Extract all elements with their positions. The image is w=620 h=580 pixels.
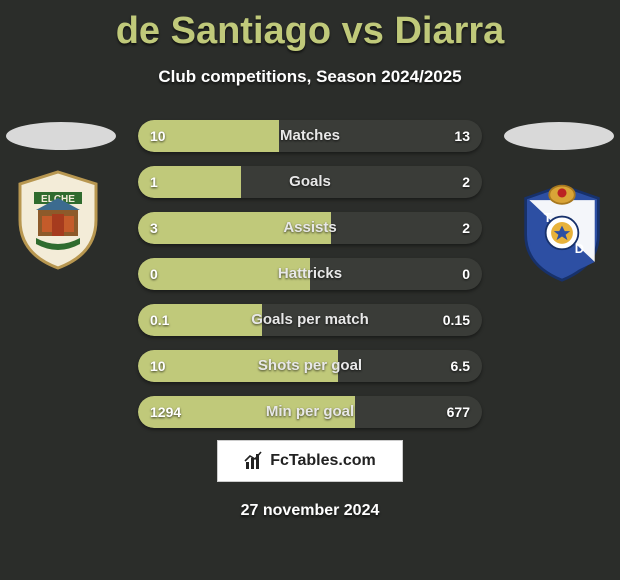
stats-panel: 10Matches13 1Goals2 3Assists2 0Hattricks0 0.… — [138, 120, 482, 442]
stat-value-right: 0.15 — [443, 304, 470, 336]
date-text: 27 november 2024 — [0, 502, 620, 520]
stat-row: 3Assists2 — [138, 212, 482, 244]
svg-text:T: T — [544, 210, 552, 225]
source-text: FcTables.com — [270, 452, 376, 470]
stat-value-right: 2 — [462, 166, 470, 198]
shadow-oval-right — [504, 122, 614, 150]
chart-icon — [244, 451, 264, 471]
stat-row: 10Shots per goal6.5 — [138, 350, 482, 382]
stat-label: Goals — [138, 166, 482, 198]
stat-row: 0.1Goals per match0.15 — [138, 304, 482, 336]
stat-row: 10Matches13 — [138, 120, 482, 152]
stat-label: Min per goal — [138, 396, 482, 428]
crest-left: ELCHE — [8, 170, 108, 270]
crest-right: T D — [512, 182, 612, 282]
stat-value-right: 6.5 — [451, 350, 470, 382]
source-badge: FcTables.com — [217, 440, 403, 482]
subtitle: Club competitions, Season 2024/2025 — [0, 67, 620, 87]
shadow-oval-left — [6, 122, 116, 150]
stat-label: Shots per goal — [138, 350, 482, 382]
stat-label: Assists — [138, 212, 482, 244]
stat-value-right: 2 — [462, 212, 470, 244]
stat-row: 0Hattricks0 — [138, 258, 482, 290]
stat-value-right: 0 — [462, 258, 470, 290]
stat-row: 1294Min per goal677 — [138, 396, 482, 428]
stat-value-right: 677 — [447, 396, 470, 428]
stat-label: Hattricks — [138, 258, 482, 290]
stat-label: Matches — [138, 120, 482, 152]
stat-value-right: 13 — [454, 120, 470, 152]
stat-label: Goals per match — [138, 304, 482, 336]
svg-text:D: D — [575, 241, 584, 256]
page-title: de Santiago vs Diarra — [0, 0, 620, 53]
stat-row: 1Goals2 — [138, 166, 482, 198]
